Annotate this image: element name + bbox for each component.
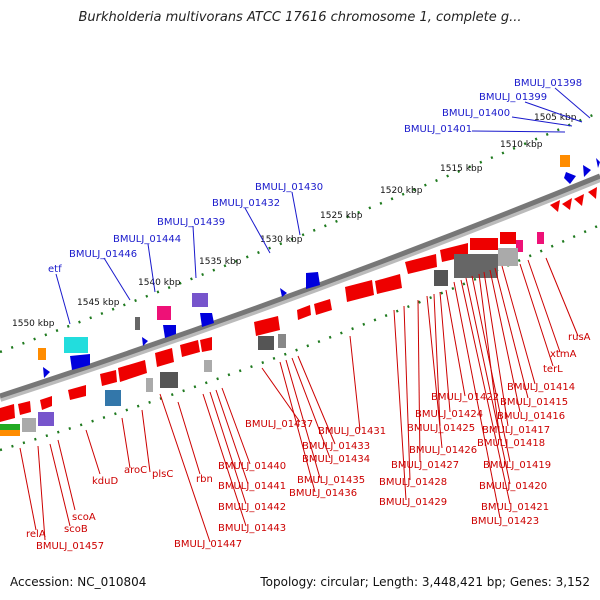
gene-label-reverse[interactable]: terL [543, 364, 563, 375]
gene-label-reverse[interactable]: BMULJ_01457 [36, 541, 104, 552]
scale-labels: 1505 kbp 1510 kbp 1515 kbp 1520 kbp 1525… [12, 113, 577, 329]
gene-label-reverse[interactable]: BMULJ_01431 [318, 426, 386, 437]
forward-leader-lines [55, 87, 591, 325]
gene-label-reverse[interactable]: BMULJ_01420 [479, 481, 547, 492]
scale-label: 1535 kbp [199, 257, 242, 267]
gene-label-reverse[interactable]: scoB [64, 524, 88, 535]
gene-label-reverse[interactable]: BMULJ_01428 [379, 477, 447, 488]
reverse-leader-lines [19, 257, 579, 543]
gene-label-forward[interactable]: BMULJ_01430 [255, 182, 323, 193]
scale-label: 1505 kbp [534, 113, 577, 123]
gene-label-reverse[interactable]: BMULJ_01421 [481, 502, 549, 513]
scale-label: 1550 kbp [12, 319, 55, 329]
gene-label-reverse[interactable]: rbn [196, 474, 213, 485]
topology-summary: Topology: circular; Length: 3,448,421 bp… [260, 575, 590, 589]
gene-label-reverse[interactable]: BMULJ_01437 [245, 419, 313, 430]
gene-label-reverse[interactable]: BMULJ_01423 [471, 516, 539, 527]
gene-label-reverse[interactable]: BMULJ_01435 [297, 475, 365, 486]
gene-label-reverse[interactable]: BMULJ_01429 [379, 497, 447, 508]
gene-label-forward[interactable]: BMULJ_01401 [404, 124, 472, 135]
map-title: Burkholderia multivorans ATCC 17616 chro… [78, 10, 522, 25]
gene-label-reverse[interactable]: kduD [92, 476, 118, 487]
gene-label-reverse[interactable]: BMULJ_01415 [500, 397, 568, 408]
gene-label-reverse[interactable]: BMULJ_01418 [477, 438, 545, 449]
gene-label-forward[interactable]: etf [48, 264, 62, 275]
gene-label-forward[interactable]: BMULJ_01432 [212, 198, 280, 209]
reverse-features [0, 187, 597, 436]
gene-label-forward[interactable]: BMULJ_01439 [157, 217, 225, 228]
gene-label-reverse[interactable]: BMULJ_01447 [174, 539, 242, 550]
gene-label-forward[interactable]: BMULJ_01446 [69, 249, 137, 260]
accession-text: Accession: NC_010804 [10, 575, 147, 589]
gene-label-reverse[interactable]: BMULJ_01427 [391, 460, 459, 471]
gene-label-reverse[interactable]: BMULJ_01436 [289, 488, 357, 499]
gene-label-reverse[interactable]: BMULJ_01425 [407, 423, 475, 434]
reverse-labels: rusA xtmA terL BMULJ_01414 BMULJ_01415 B… [26, 332, 591, 552]
gene-label-reverse[interactable]: BMULJ_01419 [483, 460, 551, 471]
scale-label: 1510 kbp [500, 140, 543, 150]
forward-features [38, 155, 600, 378]
gene-label-reverse[interactable]: BMULJ_01433 [302, 441, 370, 452]
gene-label-reverse[interactable]: BMULJ_01424 [415, 409, 483, 420]
gene-label-forward[interactable]: BMULJ_01398 [514, 78, 582, 89]
gene-label-forward[interactable]: BMULJ_01400 [442, 108, 510, 119]
gene-label-reverse[interactable]: rusA [568, 332, 591, 343]
gene-label-reverse[interactable]: BMULJ_01426 [409, 445, 477, 456]
forward-labels: BMULJ_01398 BMULJ_01399 BMULJ_01400 BMUL… [48, 78, 582, 275]
gene-label-reverse[interactable]: BMULJ_01442 [218, 502, 286, 513]
backbone [0, 173, 600, 399]
scale-label: 1545 kbp [77, 298, 120, 308]
gene-label-reverse[interactable]: BMULJ_01417 [482, 425, 550, 436]
gene-label-reverse[interactable]: plsC [152, 469, 173, 480]
gene-label-reverse[interactable]: BMULJ_01416 [497, 411, 565, 422]
gene-label-reverse[interactable]: xtmA [550, 349, 577, 360]
gene-label-reverse[interactable]: BMULJ_01434 [302, 454, 370, 465]
scale-label: 1520 kbp [380, 186, 423, 196]
gene-label-forward[interactable]: BMULJ_01444 [113, 234, 181, 245]
gene-label-reverse[interactable]: aroC [124, 465, 147, 476]
gene-label-reverse[interactable]: BMULJ_01443 [218, 523, 286, 534]
gene-label-reverse[interactable]: scoA [72, 512, 96, 523]
gene-label-reverse[interactable]: BMULJ_01441 [218, 481, 286, 492]
gene-label-reverse[interactable]: BMULJ_01414 [507, 382, 575, 393]
scale-label: 1515 kbp [440, 164, 483, 174]
scale-label: 1525 kbp [320, 211, 363, 221]
gene-label-forward[interactable]: BMULJ_01399 [479, 92, 547, 103]
scale-label: 1530 kbp [260, 235, 303, 245]
gene-label-reverse[interactable]: BMULJ_01440 [218, 461, 286, 472]
scale-label: 1540 kbp [138, 278, 181, 288]
gene-label-reverse[interactable]: BMULJ_01422 [431, 392, 499, 403]
gene-label-reverse[interactable]: relA [26, 529, 46, 540]
